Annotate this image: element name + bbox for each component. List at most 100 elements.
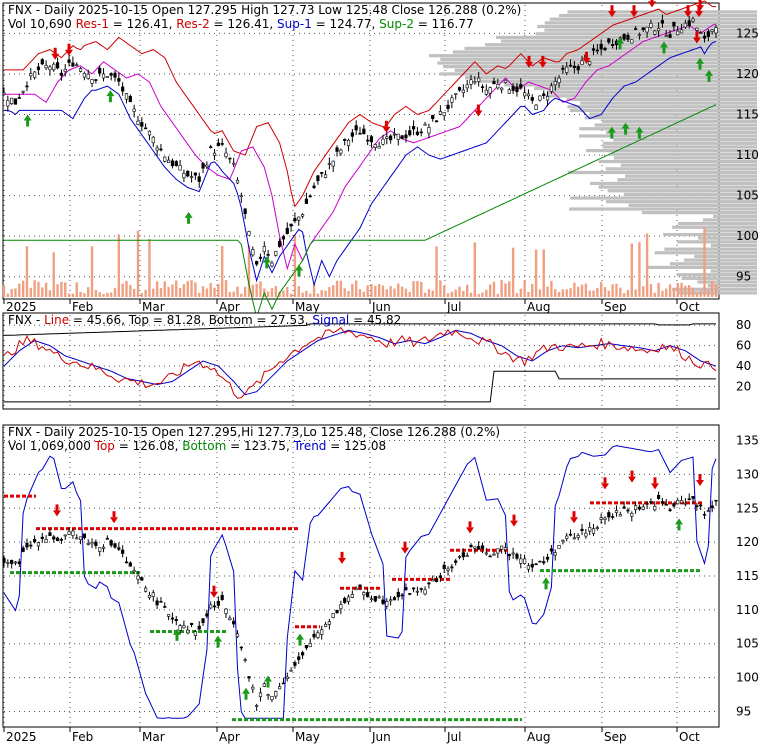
trend-ytick-130: 130 xyxy=(736,467,759,481)
price-candle-172 xyxy=(660,14,665,28)
volume-profile-bar xyxy=(598,185,757,189)
volume-profile-bar xyxy=(613,156,757,160)
volume-bar-28 xyxy=(109,292,113,297)
price-panel: 95 100 105 110 115 120 125 2025 Feb Mar Apr May Jun… xyxy=(2,0,759,320)
price-candle-137 xyxy=(526,89,531,100)
trend-candle-126 xyxy=(484,548,488,556)
trend-candle-97 xyxy=(373,596,377,603)
volume-bar-173 xyxy=(665,288,668,297)
volume-profile-bar xyxy=(602,145,757,149)
price-arrow-0 xyxy=(23,114,32,127)
volume-bar-144 xyxy=(554,289,557,297)
trend-candle-141 xyxy=(542,556,546,565)
price-candle-67 xyxy=(258,253,263,262)
price-candle-31 xyxy=(121,82,125,96)
volume-profile xyxy=(428,10,757,295)
volume-bar-166 xyxy=(638,242,641,297)
trend-candle-33 xyxy=(128,561,132,567)
trend-xlabel-0: 2025 xyxy=(6,730,37,744)
price-candle-64 xyxy=(247,230,251,236)
price-candle-133 xyxy=(511,83,515,94)
price-candle-126 xyxy=(484,84,488,96)
price-arrow-8 xyxy=(474,104,483,117)
volume-bar-148 xyxy=(569,288,572,297)
trend-candle-42 xyxy=(163,602,167,609)
trend-candle-173 xyxy=(664,499,668,506)
volume-profile-bar xyxy=(443,65,757,69)
volume-bar-185 xyxy=(710,280,714,297)
volume-bar-48 xyxy=(186,281,189,297)
volume-bar-52 xyxy=(201,286,205,297)
trend-candle-125 xyxy=(480,542,485,554)
trend-candle-182 xyxy=(699,503,703,511)
price-candle-149 xyxy=(572,60,576,74)
price-candle-81 xyxy=(312,182,316,189)
trend-candle-183 xyxy=(702,511,707,520)
trend-candle-74 xyxy=(285,672,289,682)
trend-h2-1: Top xyxy=(91,439,115,453)
price-candle-183 xyxy=(702,32,707,43)
volume-bar-21 xyxy=(83,293,86,297)
trend-candle-16 xyxy=(63,534,67,541)
oscillator-lines xyxy=(3,323,717,403)
trend-candle-77 xyxy=(297,652,301,664)
price-candle-86 xyxy=(331,160,335,173)
trend-candle-22 xyxy=(86,539,90,546)
price-candle-162 xyxy=(622,33,626,42)
price-candle-175 xyxy=(672,21,676,32)
volume-bar-136 xyxy=(523,280,526,297)
volume-bar-172 xyxy=(661,290,664,297)
trend-candle-120 xyxy=(461,548,465,561)
trend-candle-28 xyxy=(109,539,113,548)
price-h2-8: = 116.77 xyxy=(414,17,474,31)
price-candle-3 xyxy=(13,98,18,105)
trend-candle-85 xyxy=(327,618,331,630)
trend-candle-10 xyxy=(40,532,44,543)
trend-band-line xyxy=(3,445,717,719)
price-candle-92 xyxy=(354,120,358,135)
volume-profile-bar xyxy=(641,211,757,215)
price-candle-144 xyxy=(553,76,557,91)
volume-profile-bar xyxy=(585,148,757,153)
trend-candle-7 xyxy=(29,540,33,549)
volume-profile-bar xyxy=(504,83,757,87)
trend-candle-87 xyxy=(335,609,339,614)
volume-profile-bar xyxy=(625,174,757,178)
support-line xyxy=(4,41,717,287)
volume-profile-bar xyxy=(535,32,757,36)
volume-bar-175 xyxy=(672,288,676,297)
price-candle-54 xyxy=(209,144,213,149)
price-candle-103 xyxy=(396,133,400,146)
volume-bar-95 xyxy=(366,285,369,297)
volume-bar-167 xyxy=(642,286,645,297)
price-arrow-12 xyxy=(607,126,616,139)
osc-h1-0: FNX - xyxy=(8,313,40,327)
price-xlabel-6: Jul xyxy=(446,300,461,314)
price-arrow-2 xyxy=(65,43,73,56)
volume-bar-15 xyxy=(60,281,63,297)
trend-candles xyxy=(2,491,718,711)
volume-bar-184 xyxy=(707,290,710,297)
price-candle-12 xyxy=(48,64,52,76)
trend-candle-118 xyxy=(454,558,458,566)
volume-bar-20 xyxy=(79,291,82,297)
trend-candle-115 xyxy=(442,561,446,573)
volume-bar-70 xyxy=(270,288,274,297)
osc-ytick-20: 20 xyxy=(736,380,751,394)
trend-candle-149 xyxy=(572,532,576,540)
volume-bar-145 xyxy=(557,291,561,297)
volume-bar-40 xyxy=(155,281,159,297)
volume-bar-5 xyxy=(21,280,25,297)
price-candle-113 xyxy=(434,120,439,123)
trend-candle-18 xyxy=(71,528,75,539)
price-candle-63 xyxy=(243,208,247,220)
volume-bar-49 xyxy=(190,280,193,297)
price-candle-70 xyxy=(270,260,274,268)
volume-bar-170 xyxy=(653,292,656,297)
price-candle-101 xyxy=(389,134,393,144)
price-candle-20 xyxy=(78,66,83,73)
trend-candle-89 xyxy=(343,596,347,605)
price-candle-65 xyxy=(251,246,255,257)
volume-bar-158 xyxy=(607,290,611,297)
price-candle-127 xyxy=(488,86,492,99)
